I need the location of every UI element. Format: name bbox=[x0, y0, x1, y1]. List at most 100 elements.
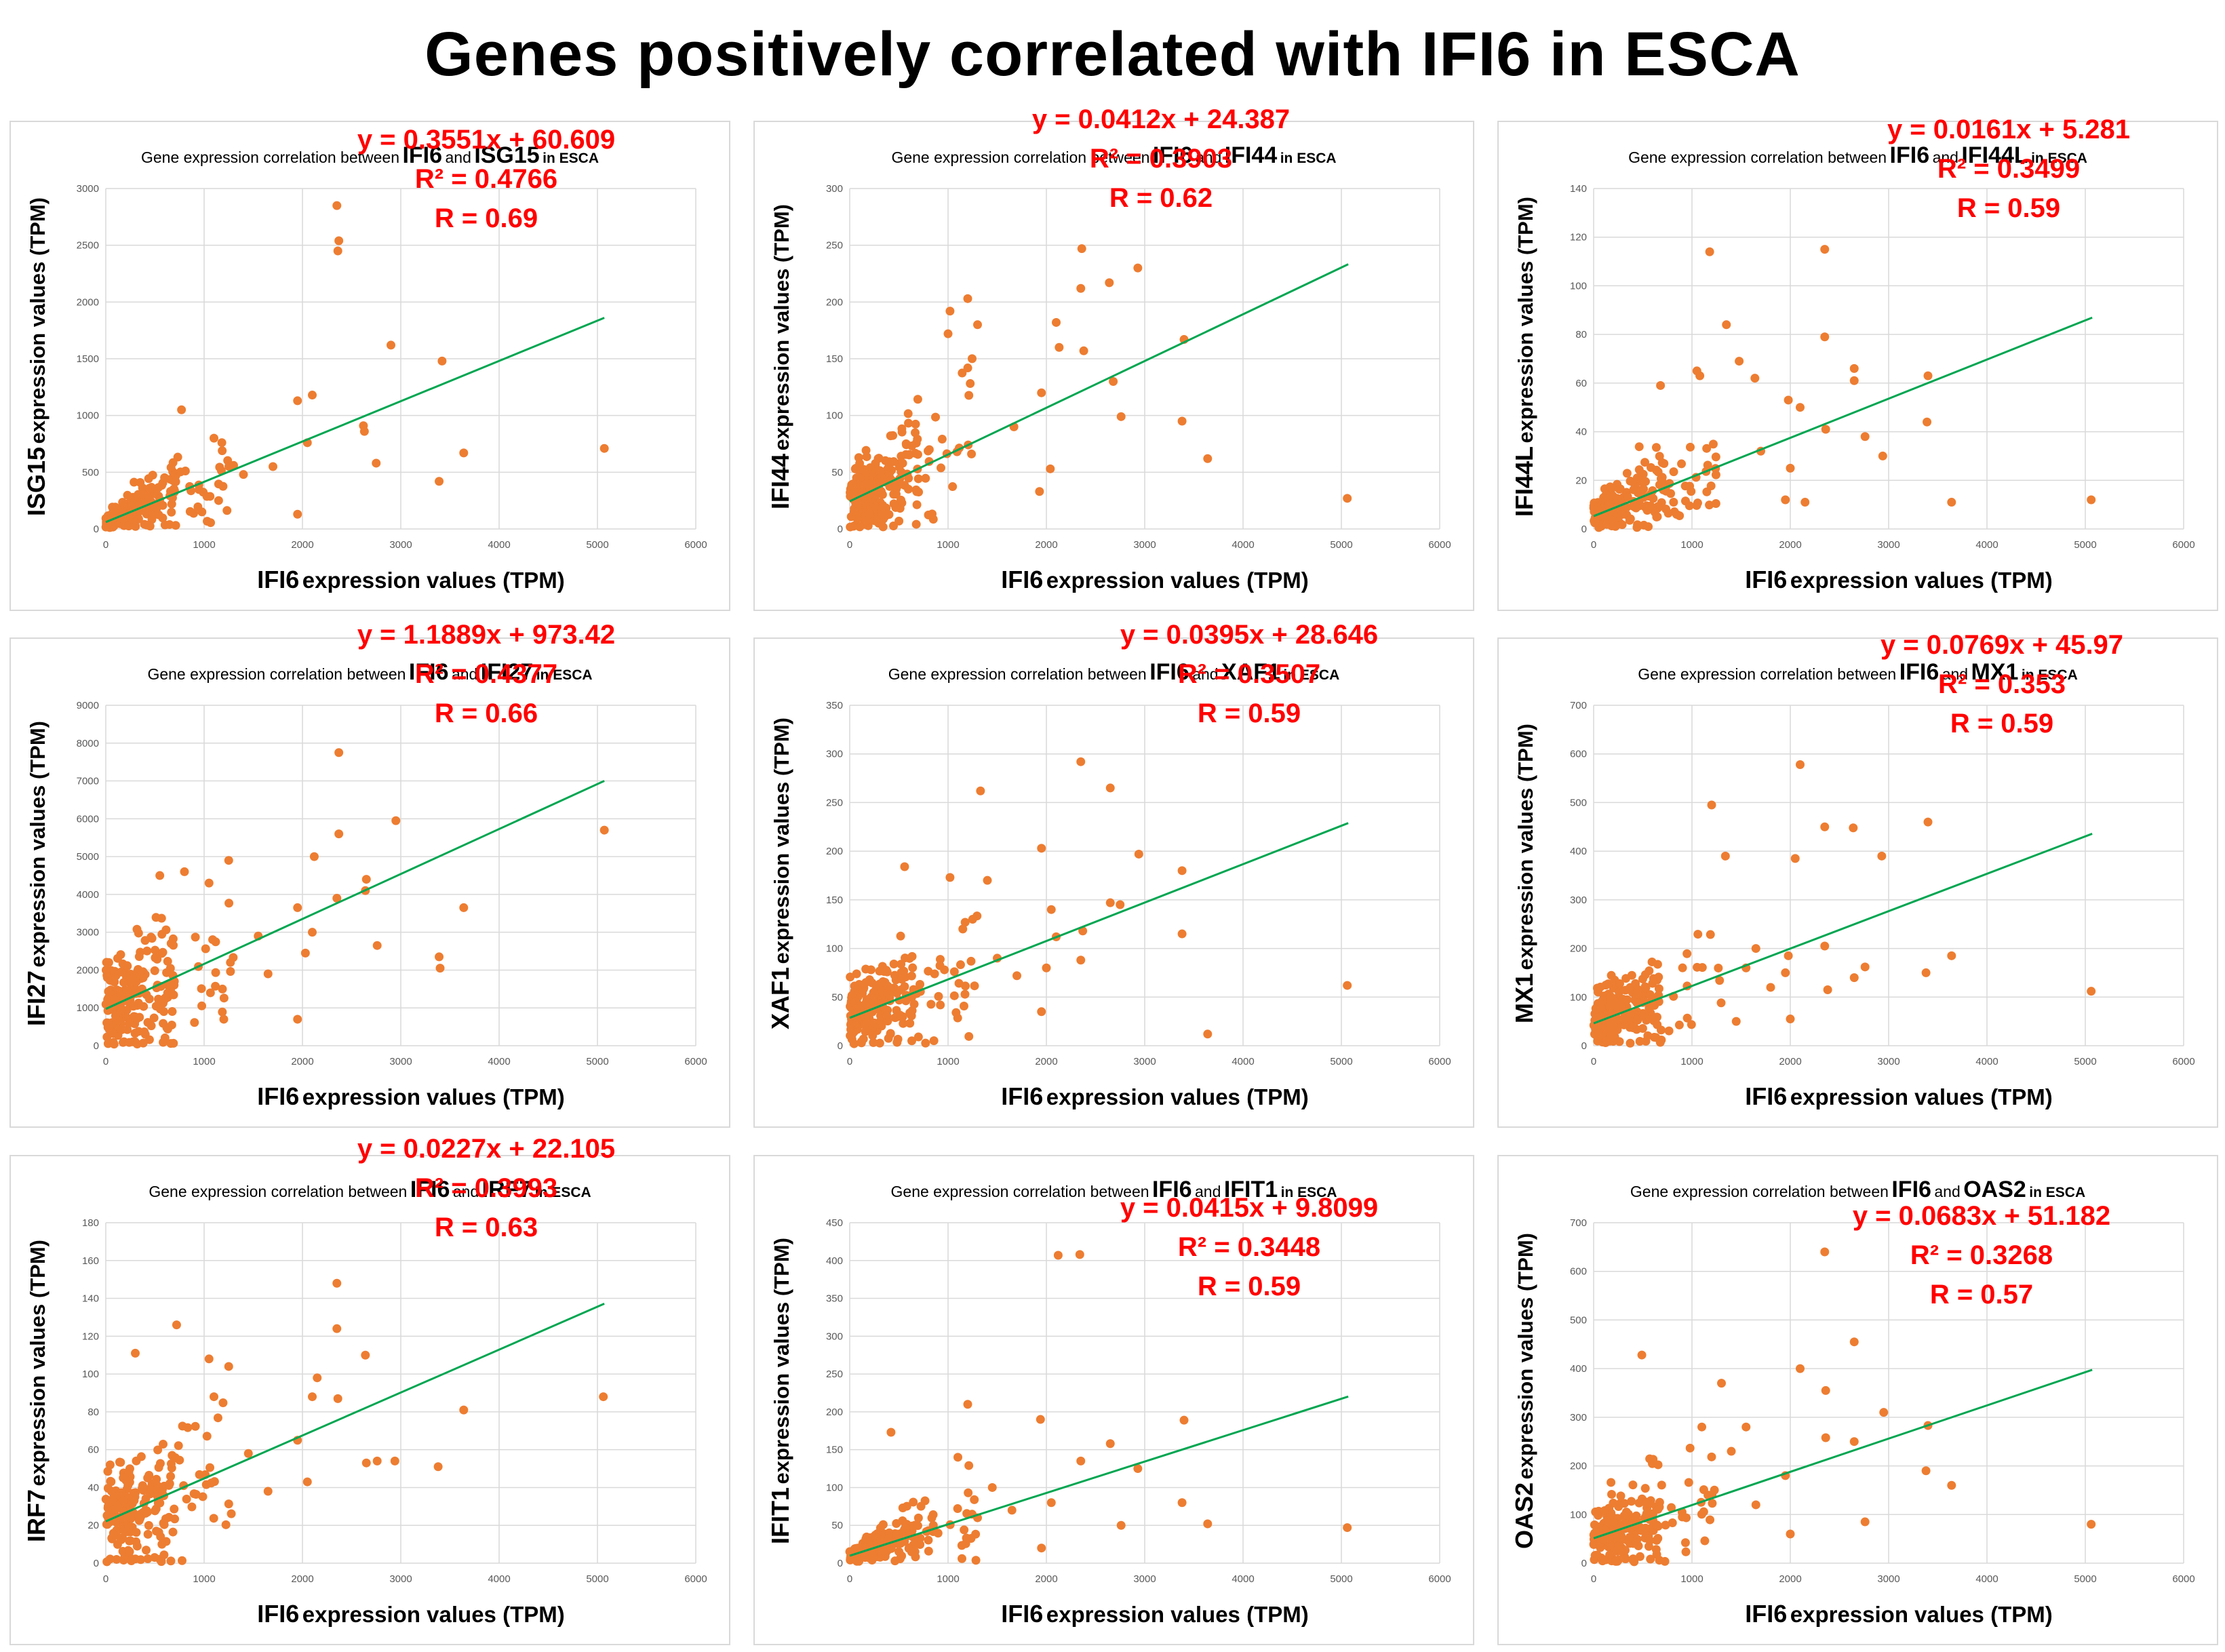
data-point bbox=[912, 500, 922, 509]
x-axis-label: IFI6 expression values (TPM) bbox=[1594, 1600, 2204, 1628]
data-point bbox=[1628, 1480, 1638, 1490]
data-point bbox=[1105, 1439, 1115, 1449]
data-point bbox=[951, 1008, 961, 1017]
chart-panel-irf7: Gene expression correlation between IFI6… bbox=[9, 1134, 730, 1645]
data-point bbox=[203, 517, 212, 526]
data-point bbox=[1037, 844, 1046, 853]
data-point bbox=[1637, 1350, 1647, 1360]
data-point bbox=[885, 990, 894, 1000]
title-gene-y: IFI27 bbox=[480, 659, 534, 685]
y-tick-label: 0 bbox=[94, 1040, 99, 1052]
data-point bbox=[1715, 976, 1725, 985]
data-point bbox=[1923, 817, 1933, 827]
y-tick-label: 600 bbox=[1570, 1266, 1587, 1278]
data-point bbox=[878, 1520, 888, 1529]
data-point bbox=[1786, 463, 1795, 473]
data-point bbox=[1654, 984, 1663, 994]
title-suffix: in ESCA bbox=[1280, 151, 1337, 166]
data-point bbox=[854, 980, 864, 989]
title-prefix: Gene expression correlation between bbox=[147, 665, 406, 683]
y-axis-gene: IFI44L bbox=[1510, 446, 1538, 517]
data-point bbox=[910, 1547, 920, 1556]
data-point bbox=[967, 354, 977, 363]
data-point bbox=[892, 988, 902, 998]
data-point bbox=[846, 972, 855, 982]
data-point bbox=[121, 1476, 131, 1485]
data-point bbox=[222, 506, 232, 515]
x-tick-label: 6000 bbox=[2172, 539, 2194, 551]
data-point bbox=[1702, 444, 1712, 453]
y-axis-units: expression values (TPM) bbox=[26, 721, 50, 968]
data-point bbox=[921, 473, 930, 483]
y-tick-label: 4000 bbox=[77, 889, 99, 901]
data-point bbox=[293, 903, 302, 912]
data-point bbox=[971, 1556, 981, 1565]
data-point bbox=[1651, 443, 1661, 452]
chart-title: Gene expression correlation between IFI6… bbox=[755, 659, 1473, 686]
data-point bbox=[1708, 1499, 1717, 1508]
data-point bbox=[1706, 1515, 1715, 1525]
data-point bbox=[1682, 949, 1692, 958]
y-tick-label: 6000 bbox=[77, 813, 99, 825]
data-point bbox=[130, 972, 140, 981]
data-point bbox=[1615, 987, 1624, 997]
data-point bbox=[300, 948, 310, 958]
data-point bbox=[1133, 263, 1143, 273]
data-point bbox=[854, 1002, 864, 1012]
data-point bbox=[134, 928, 143, 938]
data-point bbox=[1923, 371, 1933, 380]
data-point bbox=[154, 1463, 163, 1472]
data-point bbox=[142, 1546, 151, 1555]
x-axis-units: expression values (TPM) bbox=[1790, 1084, 2053, 1109]
data-point bbox=[387, 340, 395, 350]
data-point bbox=[928, 509, 937, 519]
data-point bbox=[913, 474, 923, 484]
y-axis-label: MX1 expression values (TPM) bbox=[1510, 670, 1539, 1077]
data-point bbox=[1596, 1003, 1606, 1012]
chart-title: Gene expression correlation between IFI6… bbox=[11, 142, 729, 169]
regression-r2: R² = 0.3268 bbox=[1910, 1240, 2053, 1270]
regression-r2: R² = 0.353 bbox=[1938, 669, 2066, 699]
data-point bbox=[1594, 987, 1603, 997]
data-point bbox=[159, 1038, 168, 1047]
data-point bbox=[155, 871, 165, 880]
data-point bbox=[1036, 1415, 1045, 1424]
data-point bbox=[943, 329, 953, 338]
x-tick-label: 3000 bbox=[1877, 1056, 1899, 1067]
data-point bbox=[913, 1537, 923, 1547]
chart-title: Gene expression correlation between IFI6… bbox=[1499, 142, 2217, 169]
data-point bbox=[599, 825, 609, 835]
data-point bbox=[1623, 492, 1632, 502]
data-point bbox=[229, 953, 238, 962]
data-point bbox=[152, 1527, 161, 1536]
data-point bbox=[1672, 509, 1681, 519]
y-axis-units: expression values (TPM) bbox=[770, 1238, 793, 1484]
y-tick-label: 0 bbox=[1581, 1040, 1587, 1052]
y-tick-label: 450 bbox=[826, 1217, 843, 1229]
data-point bbox=[154, 994, 163, 1004]
title-and: and bbox=[452, 1183, 479, 1200]
title-gene-x: IFI6 bbox=[1889, 142, 1930, 168]
y-tick-label: 8000 bbox=[77, 738, 99, 749]
trend-line bbox=[849, 822, 1349, 1019]
data-point bbox=[916, 1501, 926, 1511]
data-point bbox=[1687, 1020, 1696, 1029]
x-tick-label: 5000 bbox=[1330, 539, 1352, 551]
data-point bbox=[1661, 1520, 1670, 1530]
y-tick-label: 20 bbox=[87, 1520, 99, 1531]
y-tick-label: 2000 bbox=[77, 964, 99, 976]
data-point bbox=[1653, 1020, 1662, 1029]
x-tick-label: 1000 bbox=[1680, 1056, 1703, 1067]
data-point bbox=[884, 1034, 893, 1043]
data-point bbox=[1821, 1385, 1830, 1395]
x-axis-units: expression values (TPM) bbox=[302, 1084, 565, 1109]
x-tick-label: 4000 bbox=[488, 1056, 510, 1067]
data-point bbox=[1616, 1491, 1626, 1501]
title-gene-x: IFI6 bbox=[402, 142, 443, 168]
data-point bbox=[119, 978, 128, 987]
regression-equation: y = 0.3551x + 60.609 bbox=[357, 125, 616, 155]
y-tick-label: 40 bbox=[1575, 427, 1587, 438]
y-tick-label: 200 bbox=[826, 846, 843, 857]
data-point bbox=[1849, 1337, 1859, 1347]
y-tick-label: 350 bbox=[826, 700, 843, 711]
